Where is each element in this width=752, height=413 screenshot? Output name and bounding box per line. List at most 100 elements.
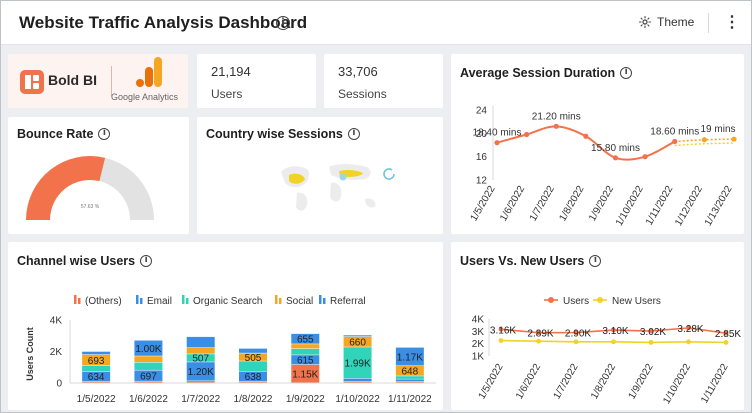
session-point bbox=[583, 133, 589, 139]
channel-bar-segment bbox=[82, 365, 111, 372]
session-duration-info-icon[interactable]: i bbox=[620, 66, 633, 79]
channel-bar-segment bbox=[291, 364, 320, 383]
channel-data-label: 660 bbox=[349, 338, 366, 349]
users-xtick-label: 1/6/2022 bbox=[514, 362, 543, 402]
users-xtick-label: 1/10/2022 bbox=[661, 362, 693, 406]
bounce-rate-card: Bounce Rate i 57.63 % bbox=[8, 117, 189, 234]
map-region-highlight-na[interactable] bbox=[289, 173, 305, 184]
boldbi-logo-icon bbox=[20, 70, 44, 94]
users-data-label: 2.90K bbox=[565, 329, 591, 340]
country-sessions-info-icon[interactable]: i bbox=[347, 127, 360, 140]
channel-legend-label: Organic Search bbox=[193, 296, 262, 307]
users-point bbox=[573, 330, 579, 335]
session-xtick-label: 1/5/2022 bbox=[469, 184, 498, 224]
channel-bar-segment bbox=[343, 378, 372, 382]
gauge-value-arc bbox=[26, 156, 106, 220]
channel-bar-segment bbox=[134, 356, 163, 363]
session-xtick-label: 1/10/2022 bbox=[614, 184, 646, 228]
session-data-label: 21.20 mins bbox=[532, 111, 581, 122]
channel-legend-swatch bbox=[74, 295, 77, 304]
dashboard-info-icon[interactable]: i bbox=[276, 16, 290, 30]
users-new-title: Users Vs. New Users i bbox=[460, 254, 602, 268]
bounce-rate-gauge: 57.63 % bbox=[26, 156, 154, 220]
users-point bbox=[536, 338, 541, 344]
more-options-icon[interactable]: ⋮ bbox=[724, 14, 740, 31]
channel-ytick-label: 2K bbox=[50, 347, 63, 358]
channel-bar-segment bbox=[82, 381, 111, 383]
session-duration-title: Average Session Duration i bbox=[460, 66, 633, 80]
channel-data-label: 505 bbox=[245, 353, 262, 364]
users-ytick-label: 1K bbox=[472, 352, 485, 363]
session-point bbox=[524, 131, 530, 138]
bounce-rate-title-text: Bounce Rate bbox=[17, 127, 94, 141]
users-data-label: 3.10K bbox=[602, 326, 628, 337]
users-point bbox=[686, 325, 691, 331]
channel-data-label: 638 bbox=[245, 372, 262, 383]
kpi-sessions-value: 33,706 bbox=[338, 64, 378, 79]
bounce-rate-info-icon[interactable]: i bbox=[98, 127, 111, 140]
theme-button[interactable]: Theme bbox=[639, 15, 694, 29]
channel-bar-segment bbox=[134, 340, 163, 356]
users-data-label: 3.02K bbox=[640, 327, 666, 338]
dashboard-header: Website Traffic Analysis Dashboard i The… bbox=[1, 1, 751, 45]
channel-xtick-label: 1/6/2022 bbox=[129, 394, 168, 405]
session-xtick-label: 1/11/2022 bbox=[644, 184, 676, 228]
channel-bar-segment bbox=[82, 371, 111, 382]
channel-xtick-label: 1/11/2022 bbox=[388, 394, 432, 405]
users-legend-marker bbox=[597, 297, 603, 303]
channel-legend-swatch bbox=[275, 295, 278, 304]
session-data-label: 19 mins bbox=[700, 124, 735, 135]
session-point bbox=[553, 123, 559, 129]
map-refresh-icon[interactable] bbox=[383, 168, 395, 180]
country-sessions-title-text: Country wise Sessions bbox=[206, 127, 343, 141]
channel-bar-segment bbox=[239, 381, 267, 383]
channel-legend-swatch bbox=[136, 295, 139, 304]
channel-legend-label: Referral bbox=[330, 296, 366, 307]
session-point bbox=[701, 137, 707, 143]
users-new-info-icon[interactable]: i bbox=[589, 254, 602, 267]
session-xtick-label: 1/6/2022 bbox=[498, 184, 527, 224]
channel-bar-segment bbox=[239, 353, 267, 361]
channel-bar-segment bbox=[395, 381, 424, 383]
channel-bar-segment bbox=[291, 344, 320, 349]
kpi-card-users: 21,194 Users bbox=[197, 54, 316, 108]
channel-bar-segment bbox=[343, 381, 372, 383]
channel-bar-segment bbox=[395, 376, 424, 379]
dashboard-title: Website Traffic Analysis Dashboard bbox=[19, 13, 308, 32]
channel-legend-swatch bbox=[323, 298, 326, 304]
users-legend-label: Users bbox=[563, 296, 589, 307]
channel-legend-swatch bbox=[319, 295, 322, 304]
channel-legend-label: Email bbox=[147, 296, 172, 307]
channel-bar-segment bbox=[186, 354, 215, 362]
kpi-users-label: Users bbox=[211, 87, 243, 101]
users-point bbox=[573, 339, 579, 345]
channel-data-label: 1.17K bbox=[397, 352, 423, 363]
channel-data-label: 697 bbox=[140, 371, 157, 382]
channel-users-title: Channel wise Users i bbox=[17, 254, 153, 268]
gauge-remaining-arc bbox=[99, 157, 154, 220]
map-region-marker[interactable] bbox=[339, 173, 347, 181]
channel-y-axis-title: Users Count bbox=[25, 327, 35, 381]
channel-data-label: 1.20K bbox=[188, 367, 214, 378]
session-ytick-label: 12 bbox=[476, 176, 488, 187]
users-legend-label: New Users bbox=[612, 296, 661, 307]
kpi-users-value: 21,194 bbox=[211, 64, 251, 79]
session-ytick-label: 16 bbox=[476, 152, 488, 163]
session-ytick-label: 20 bbox=[476, 129, 488, 140]
channel-bar-segment bbox=[134, 370, 163, 381]
users-point bbox=[498, 326, 504, 332]
channel-legend-swatch bbox=[186, 298, 189, 304]
kpi-card-sessions: 33,706 Sessions bbox=[324, 54, 443, 108]
theme-label: Theme bbox=[657, 15, 695, 29]
channel-bar-segment bbox=[239, 361, 267, 372]
session-duration-chart: 24 20 16 12 18.40 mins 21.20 mins 15.80 mins 18… bbox=[469, 106, 737, 228]
users-point bbox=[648, 328, 654, 334]
channel-users-title-text: Channel wise Users bbox=[17, 254, 136, 268]
channel-data-label: 693 bbox=[88, 356, 105, 367]
session-xtick-label: 1/9/2022 bbox=[587, 184, 616, 224]
channel-bar-segment bbox=[395, 347, 424, 366]
google-analytics-logo-icon bbox=[136, 57, 162, 87]
channel-users-info-icon[interactable]: i bbox=[140, 254, 153, 267]
channel-bar-segment bbox=[395, 379, 424, 382]
gauge-value-label: 57.63 % bbox=[81, 204, 100, 210]
